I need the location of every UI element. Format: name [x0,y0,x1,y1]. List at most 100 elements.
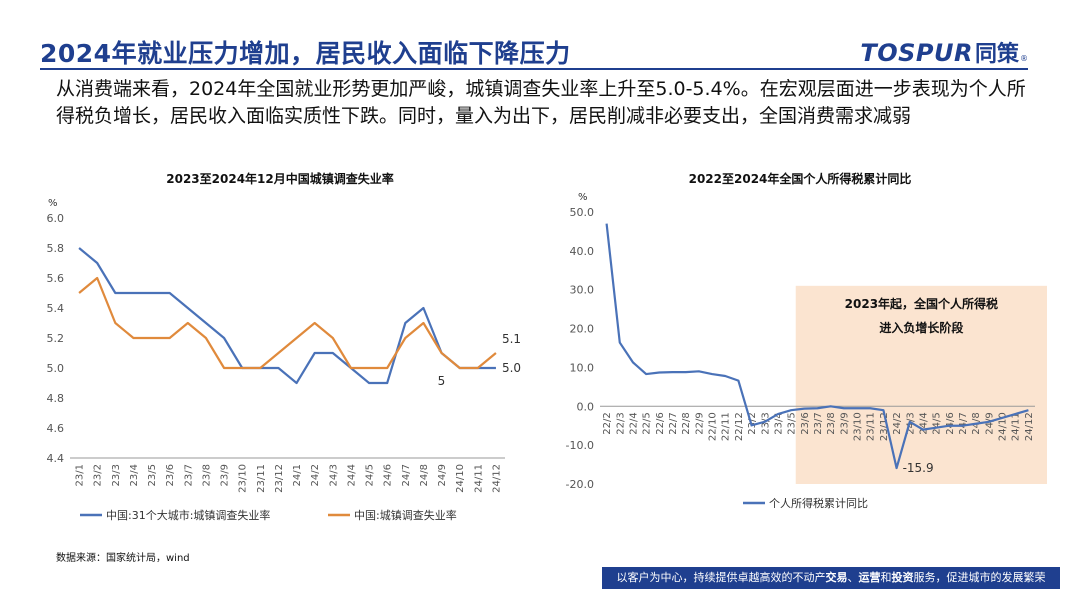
income-tax-x-tick-label: 22/11 [721,412,732,441]
unemployment-x-tick-label: 24/11 [473,464,484,493]
income-tax-x-tick-label: 22/2 [602,412,613,434]
income-tax-x-tick-label: 24/6 [945,412,956,434]
unemployment-x-tick-label: 23/3 [111,464,122,486]
unemployment-y-tick-label: 5.8 [47,242,65,255]
income-tax-x-tick-label: 24/7 [958,412,969,434]
income-tax-x-tick-label: 22/4 [628,412,639,434]
slogan-keyword: 交易 [825,571,848,584]
income-tax-x-tick-label: 24/12 [1024,412,1035,441]
brand-logo: TOSPUR 同策 ® [860,36,1028,68]
income-tax-x-tick-label: 23/5 [787,412,798,434]
income-tax-highlight-text: 进入负增长阶段 [879,320,964,335]
unemployment-x-tick-label: 24/4 [346,464,357,486]
income-tax-y-tick-label: 30.0 [570,284,595,297]
income-tax-x-tick-label: 23/12 [879,412,890,441]
unemployment-data-label: 5 [438,374,446,388]
income-tax-x-tick-label: 22/8 [681,412,692,434]
income-tax-y-tick-label: 10.0 [570,361,595,374]
income-tax-x-tick-label: 23/7 [813,412,824,434]
unemployment-x-tick-label: 23/6 [165,464,176,486]
income-tax-x-tick-label: 23/10 [853,412,864,441]
income-tax-series-line-1 [605,223,1029,470]
income-tax-x-tick-label: 23/11 [866,412,877,441]
unemployment-x-tick-label: 24/7 [401,464,412,486]
title-divider [40,68,1028,70]
income-tax-x-tick-label: 24/5 [932,412,943,434]
unemployment-x-tick-label: 23/12 [274,464,285,493]
income-tax-x-tick-label: 24/9 [984,412,995,434]
income-tax-x-tick-label: 23/4 [773,412,784,434]
income-tax-x-tick-label: 23/2 [747,412,758,434]
unemployment-x-tick-label: 24/9 [437,464,448,486]
income-tax-y-tick-label: -10.0 [566,439,594,452]
unemployment-y-unit: % [48,198,58,209]
income-tax-x-tick-label: 23/8 [826,412,837,434]
unemployment-x-tick-label: 24/6 [383,464,394,486]
unemployment-x-tick-label: 24/3 [328,464,339,486]
income-tax-x-tick-label: 24/2 [892,412,903,434]
logo-wordmark: TOSPUR [860,39,973,67]
unemployment-x-tick-label: 24/2 [310,464,321,486]
unemployment-y-tick-label: 5.0 [47,362,65,375]
income-tax-x-tick-label: 22/5 [642,412,653,434]
income-tax-highlight-text: 2023年起，全国个人所得税 [845,296,998,311]
unemployment-legend-label: 中国:31个大城市:城镇调查失业率 [106,508,270,522]
unemployment-y-tick-label: 5.4 [47,302,65,315]
unemployment-x-tick-label: 23/1 [75,464,86,486]
income-tax-x-tick-label: 24/10 [998,412,1009,441]
income-tax-highlight-band [795,285,1047,484]
unemployment-x-tick-label: 24/12 [491,464,502,493]
income-tax-x-tick-label: 23/9 [839,412,850,434]
unemployment-y-tick-label: 4.6 [47,422,65,435]
unemployment-x-tick-label: 23/4 [129,464,140,486]
income-tax-x-tick-label: 22/9 [694,412,705,434]
unemployment-data-label: 5.0 [502,361,521,375]
unemployment-y-tick-label: 5.2 [47,332,65,345]
unemployment-x-tick-label: 23/2 [93,464,104,486]
unemployment-x-tick-label: 23/10 [238,464,249,493]
unemployment-x-tick-label: 24/10 [455,464,466,493]
slogan-keyword: 投资 [891,571,914,584]
unemployment-data-label: 5.1 [502,332,521,346]
unemployment-y-tick-label: 6.0 [47,212,65,225]
income-tax-y-unit: % [578,192,588,203]
income-tax-x-tick-label: 22/10 [708,412,719,441]
slogan-part: 服务，促进城市的发展繁荣 [913,571,1046,584]
slogan-part: 和 [880,571,892,584]
unemployment-x-tick-label: 23/8 [201,464,212,486]
income-tax-x-tick-label: 24/4 [918,412,929,434]
registered-mark: ® [1020,54,1028,63]
unemployment-chart-title: 2023至2024年12月中国城镇调查失业率 [166,172,394,186]
summary-paragraph: 从消费端来看，2024年全国就业形势更加严峻，城镇调查失业率上升至5.0-5.4… [56,78,1026,127]
unemployment-x-tick-label: 23/5 [147,464,158,486]
footer-slogan-bar: 以客户为中心，持续提供卓越高效的不动产交易、运营和投资服务，促进城市的发展繁荣 [602,567,1060,589]
income-tax-x-tick-label: 23/3 [760,412,771,434]
income-tax-x-tick-label: 24/11 [1011,412,1022,441]
income-tax-x-tick-label: 22/6 [655,412,666,434]
unemployment-x-tick-label: 24/8 [419,464,430,486]
income-tax-x-tick-label: 23/6 [800,412,811,434]
unemployment-y-tick-label: 4.8 [47,392,65,405]
income-tax-x-tick-label: 22/12 [734,412,745,441]
income-tax-chart-title: 2022至2024年全国个人所得税累计同比 [688,172,912,186]
income-tax-y-tick-label: 0.0 [577,400,595,413]
data-source: 数据来源：国家统计局，wind [56,553,190,564]
logo-chinese: 同策 [974,42,1019,67]
unemployment-x-tick-label: 24/1 [292,464,303,486]
income-tax-y-tick-label: 20.0 [570,323,595,336]
income-tax-x-tick-label: 22/7 [668,412,679,434]
income-tax-y-tick-label: -20.0 [566,478,594,491]
unemployment-legend-label: 中国:城镇调查失业率 [354,508,457,522]
unemployment-x-tick-label: 23/9 [220,464,231,486]
unemployment-series-line-2 [78,276,497,370]
unemployment-line-chart: % 4.4 4.6 4.8 5.0 5.2 5.4 5.6 5.8 6.0 23/1 23/2 23/3… [47,198,522,522]
unemployment-x-tick-label: 23/11 [256,464,267,493]
income-tax-x-tick-label: 22/3 [615,412,626,434]
income-tax-data-label: -15.9 [903,461,934,475]
unemployment-y-tick-label: 4.4 [47,452,65,465]
slogan-part: 以客户为中心，持续提供卓越高效的不动产 [616,571,826,584]
income-tax-legend-label: 个人所得税累计同比 [769,496,868,510]
slogan-keyword: 运营 [858,571,881,584]
income-tax-y-tick-label: 40.0 [570,245,595,258]
slogan-part: 、 [847,571,859,584]
